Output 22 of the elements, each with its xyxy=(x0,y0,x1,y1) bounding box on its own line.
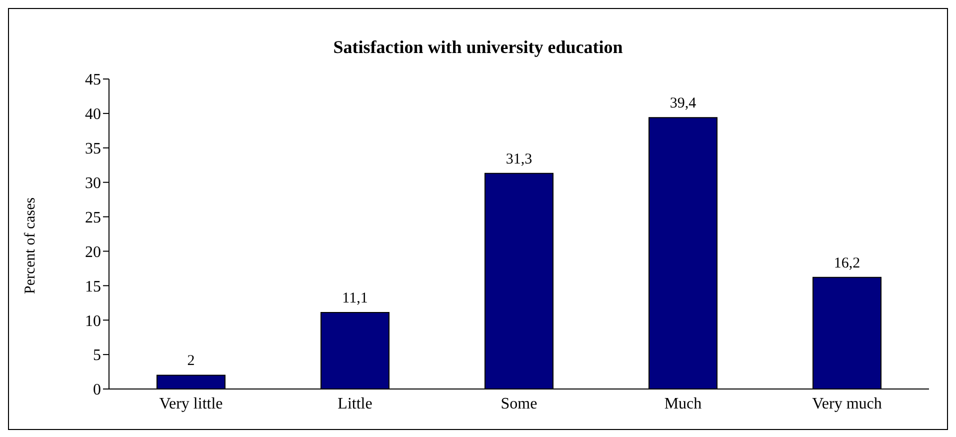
x-tick-label: Little xyxy=(338,395,372,412)
x-tick-label: Very little xyxy=(159,395,223,412)
data-label: 11,1 xyxy=(342,290,368,307)
y-tick-label: 15 xyxy=(85,278,101,296)
y-tick-label: 30 xyxy=(85,175,101,192)
data-label: 39,4 xyxy=(670,96,697,112)
y-tick-label: 40 xyxy=(85,106,101,124)
x-tick-label: Some xyxy=(500,395,538,412)
y-tick-label: 35 xyxy=(85,140,101,158)
y-tick-label: 20 xyxy=(85,244,101,261)
data-label: 31,3 xyxy=(506,151,532,168)
y-tick-label: 45 xyxy=(85,72,101,89)
data-label: 16,2 xyxy=(834,255,860,272)
y-tick-label: 10 xyxy=(85,312,101,330)
chart-title: Satisfaction with university education xyxy=(332,37,624,59)
x-tick-label: Much xyxy=(664,395,702,412)
y-tick-label: 5 xyxy=(93,347,101,364)
y-tick-label: 25 xyxy=(85,209,101,226)
y-tick-label: 0 xyxy=(93,382,101,399)
y-axis-title: Percent of cases xyxy=(22,197,38,294)
data-label: 2 xyxy=(187,353,195,370)
x-tick-label: Very much xyxy=(812,395,882,412)
